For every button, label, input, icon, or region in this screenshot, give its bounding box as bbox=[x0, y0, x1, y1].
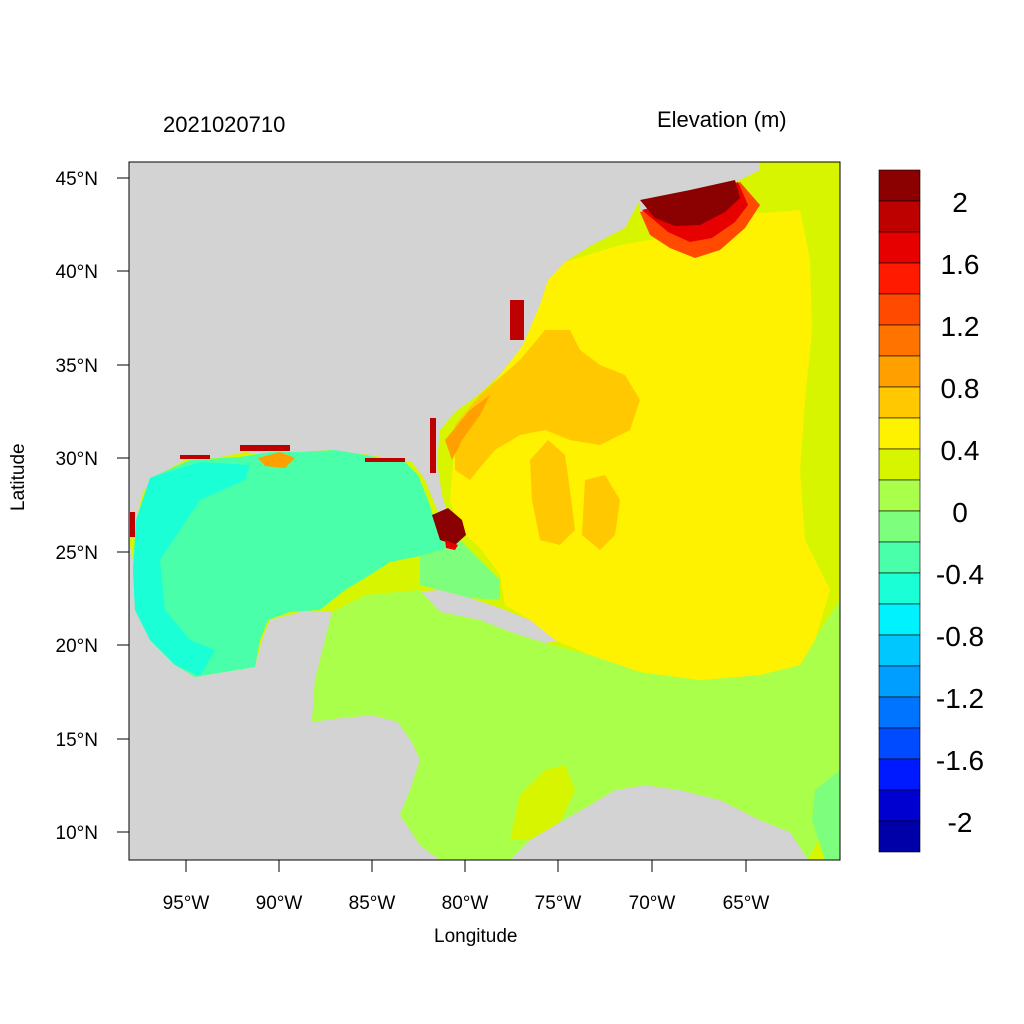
colorbar-swatch bbox=[878, 603, 921, 636]
caribbean-east-edge bbox=[812, 770, 840, 860]
colorbar-swatch bbox=[878, 820, 921, 853]
lat-tick-label: 45°N bbox=[56, 169, 98, 190]
lat-tick-label: 20°N bbox=[56, 636, 98, 657]
florida-straits bbox=[420, 530, 500, 600]
lat-tick-label: 15°N bbox=[56, 730, 98, 751]
colorbar-swatch bbox=[878, 572, 921, 605]
colorbar-swatch bbox=[878, 324, 921, 357]
colorbar-label: -0.8 bbox=[936, 621, 984, 652]
atlantic-orange-eddy-2 bbox=[582, 475, 620, 550]
lat-tick-label: 25°N bbox=[56, 543, 98, 564]
date-label: 2021020710 bbox=[163, 112, 286, 137]
colorbar-swatch bbox=[878, 355, 921, 388]
x-axis-label: Longitude bbox=[434, 926, 518, 947]
caribbean-southwest-patch bbox=[510, 765, 575, 840]
lon-tick-label: 80°W bbox=[442, 893, 489, 914]
colorbar-swatch bbox=[878, 448, 921, 481]
lon-tick-label: 95°W bbox=[163, 893, 210, 914]
land-yucatan bbox=[262, 612, 332, 650]
carolina-orange-strip bbox=[445, 395, 490, 460]
lon-tick-label: 85°W bbox=[349, 893, 396, 914]
land-mexico-central-america bbox=[129, 540, 440, 860]
mississippi-delta-surge bbox=[258, 452, 295, 468]
variable-label: Elevation (m) bbox=[657, 107, 787, 132]
colorbar-swatch bbox=[878, 231, 921, 264]
colorbar-label: 0.4 bbox=[941, 435, 980, 466]
colorbar-swatch bbox=[878, 262, 921, 295]
gulf-of-maine-surge-core bbox=[640, 180, 740, 226]
plot-frame bbox=[128, 161, 841, 861]
colorbar-label: -2 bbox=[948, 807, 973, 838]
south-florida-surge-edge bbox=[445, 540, 458, 550]
colorbar-labels: 2 1.6 1.2 0.8 0.4 0 -0.4 -0.8 -1.2 -1.6 … bbox=[936, 187, 984, 838]
colorbar-swatch bbox=[878, 665, 921, 698]
lat-tick-label: 30°N bbox=[56, 449, 98, 470]
colorbar-label: 0.8 bbox=[941, 373, 980, 404]
land-south-america bbox=[510, 785, 808, 860]
lon-tick-label: 75°W bbox=[535, 893, 582, 914]
colorbar-swatch bbox=[878, 758, 921, 791]
colorbar-label: 0 bbox=[952, 497, 968, 528]
colorbar-label: -0.4 bbox=[936, 559, 984, 590]
colorbar-swatch bbox=[878, 510, 921, 543]
colorbar-swatch bbox=[878, 293, 921, 326]
atlantic-orange-region bbox=[455, 330, 640, 480]
colorbar-label: 1.6 bbox=[941, 249, 980, 280]
lon-tick-label: 70°W bbox=[629, 893, 676, 914]
colorbar-label: -1.6 bbox=[936, 745, 984, 776]
gulf-west-shelf bbox=[133, 462, 250, 676]
map-panel bbox=[129, 162, 840, 860]
caribbean-sea bbox=[312, 590, 840, 860]
lat-tick-label: 40°N bbox=[56, 262, 98, 283]
coastal-surge-speckles bbox=[130, 300, 524, 537]
colorbar-swatch bbox=[878, 169, 921, 202]
colorbar bbox=[878, 169, 921, 853]
colorbar-swatch bbox=[878, 386, 921, 419]
lat-tick-label: 35°N bbox=[56, 356, 98, 377]
lat-tick-labels: 45°N 40°N 35°N 30°N 25°N 20°N 15°N 10°N bbox=[56, 169, 98, 844]
colorbar-label: 2 bbox=[952, 187, 968, 218]
lon-tick-labels: 95°W 90°W 85°W 80°W 75°W 70°W 65°W bbox=[163, 893, 770, 914]
colorbar-swatch bbox=[878, 479, 921, 512]
colorbar-swatch bbox=[878, 696, 921, 729]
colorbar-swatch bbox=[878, 417, 921, 450]
lat-ticks bbox=[117, 177, 129, 833]
colorbar-swatch bbox=[878, 727, 921, 760]
south-florida-surge bbox=[432, 508, 466, 545]
colorbar-label: -1.2 bbox=[936, 683, 984, 714]
colorbar-swatch bbox=[878, 789, 921, 822]
colorbar-label: 1.2 bbox=[941, 311, 980, 342]
gulf-of-mexico bbox=[133, 450, 446, 677]
lat-tick-label: 10°N bbox=[56, 823, 98, 844]
lon-ticks bbox=[185, 860, 747, 872]
atlantic-orange-eddy-1 bbox=[530, 440, 575, 545]
lon-tick-label: 90°W bbox=[256, 893, 303, 914]
colorbar-swatch bbox=[878, 541, 921, 574]
lon-tick-label: 65°W bbox=[723, 893, 770, 914]
colorbar-swatch bbox=[878, 200, 921, 233]
atlantic-yellow bbox=[450, 210, 830, 680]
colorbar-swatch bbox=[878, 634, 921, 667]
